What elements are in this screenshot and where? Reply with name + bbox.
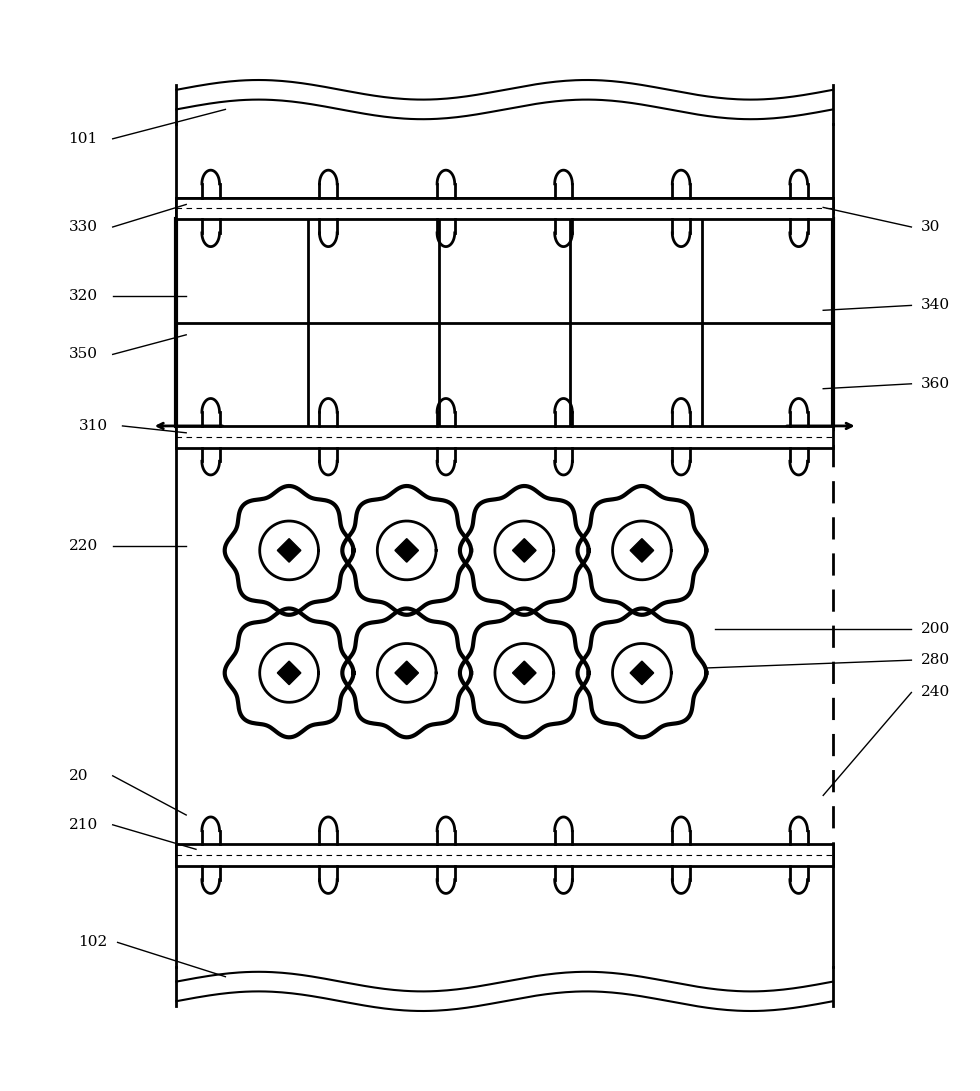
Bar xyxy=(176,197,833,219)
Text: 240: 240 xyxy=(921,685,951,699)
Polygon shape xyxy=(513,539,536,562)
Text: 30: 30 xyxy=(921,220,941,233)
Text: 320: 320 xyxy=(69,289,98,302)
Text: 102: 102 xyxy=(78,935,108,949)
Text: 200: 200 xyxy=(921,622,951,636)
Text: 340: 340 xyxy=(921,299,951,312)
Polygon shape xyxy=(395,661,418,685)
Polygon shape xyxy=(630,539,654,562)
Text: 220: 220 xyxy=(69,539,98,552)
Text: 350: 350 xyxy=(69,347,98,361)
Text: 330: 330 xyxy=(69,220,98,233)
Text: 310: 310 xyxy=(78,419,108,433)
Text: 210: 210 xyxy=(69,818,98,831)
Polygon shape xyxy=(277,661,301,685)
Bar xyxy=(176,844,833,866)
Polygon shape xyxy=(277,539,301,562)
Text: 101: 101 xyxy=(69,132,98,146)
Polygon shape xyxy=(630,661,654,685)
Text: 280: 280 xyxy=(921,654,951,668)
Bar xyxy=(176,425,833,447)
Text: 20: 20 xyxy=(69,769,88,783)
Polygon shape xyxy=(395,539,418,562)
Polygon shape xyxy=(513,661,536,685)
Text: 360: 360 xyxy=(921,376,951,391)
